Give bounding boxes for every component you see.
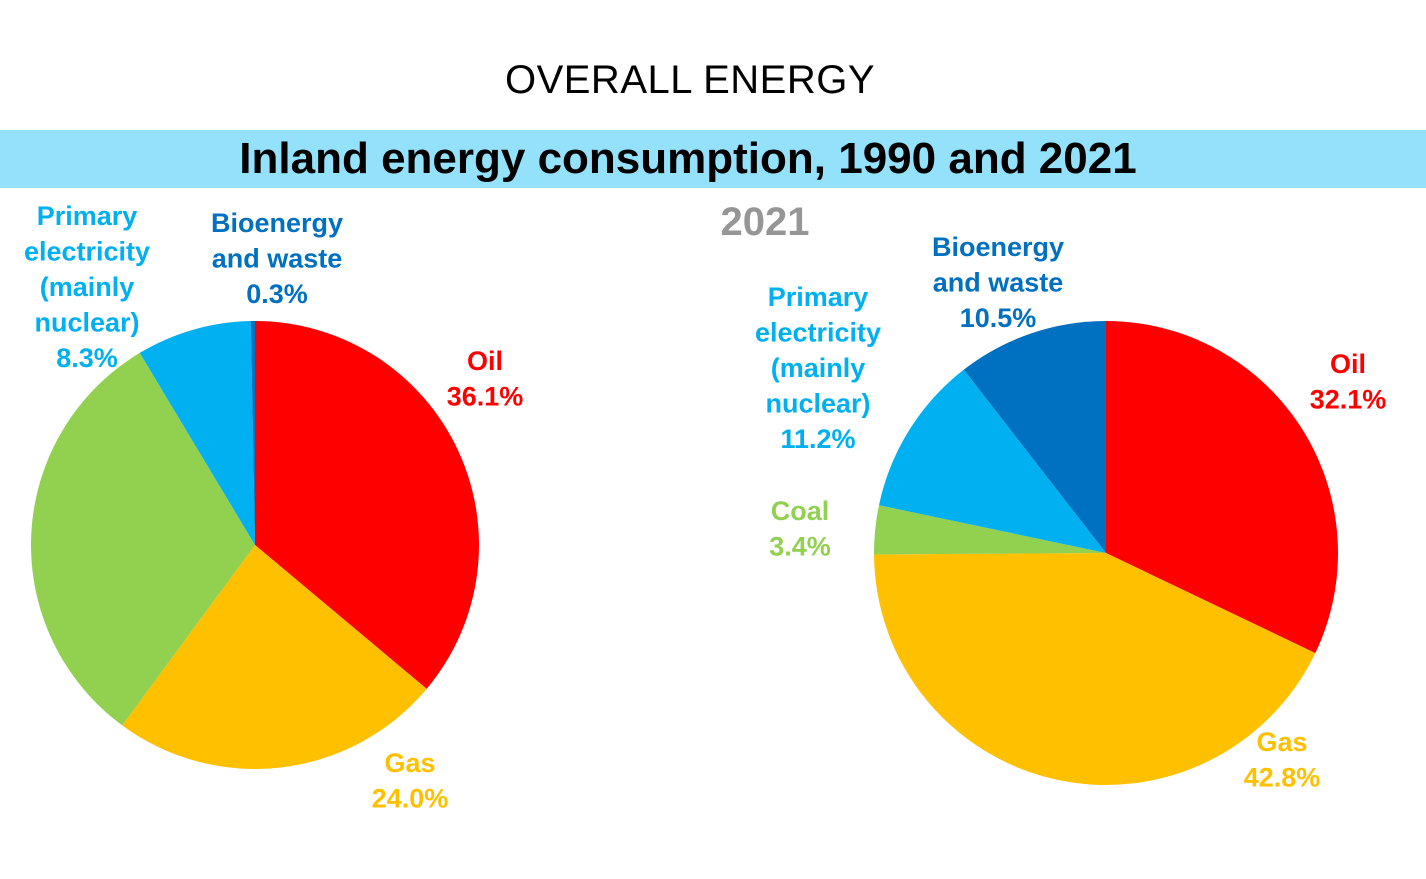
pie-slice-unlabelled: [30, 352, 256, 726]
pie-slice-oil: [255, 321, 480, 689]
slice-label-gas: Gas 24.0%: [372, 748, 449, 814]
pie-slice-bioenergy-and-waste: [963, 321, 1106, 553]
slice-label-gas: Gas 42.8%: [1244, 727, 1321, 793]
banner-title: Inland energy consumption, 1990 and 2021: [239, 134, 1137, 183]
slice-label-oil: Oil 36.1%: [447, 346, 524, 412]
pie-slice-coal: [874, 505, 1106, 555]
pie-title: 2021: [721, 200, 810, 244]
slice-label-coal: Coal 3.4%: [769, 496, 831, 562]
pie-chart-0: Oil 36.1% Gas 24.0% Primary electricity (mainl…: [24, 201, 523, 814]
pie-slice-gas: [874, 553, 1316, 785]
pie-slice-gas: [122, 545, 427, 769]
slice-label-primary-electricity-mainly-nuclear: Primary electricity (mainly nuclear) 8.3%: [24, 201, 150, 373]
pie-slice-bioenergy-and-waste: [250, 321, 255, 545]
slice-label-bioenergy-and-waste: Bioenergy and waste 10.5%: [932, 232, 1064, 333]
slice-label-oil: Oil 32.1%: [1310, 349, 1387, 415]
slice-label-bioenergy-and-waste: Bioenergy and waste 0.3%: [211, 208, 343, 309]
pie-chart-1: 2021 Oil 32.1% Gas 42.8% Coal 3.4% Primary elect…: [721, 200, 1387, 793]
slice-label-primary-electricity-mainly-nuclear: Primary electricity (mainly nuclear) 11.2%: [755, 282, 881, 454]
page-title: OVERALL ENERGY: [504, 58, 876, 102]
title-banner: Inland energy consumption, 1990 and 2021: [0, 130, 1426, 188]
pie-slice-oil: [1106, 321, 1338, 654]
pie-slice-primary-electricity-mainly-nuclear: [878, 369, 1106, 553]
pie-slice-primary-electricity-mainly-nuclear: [139, 321, 255, 545]
